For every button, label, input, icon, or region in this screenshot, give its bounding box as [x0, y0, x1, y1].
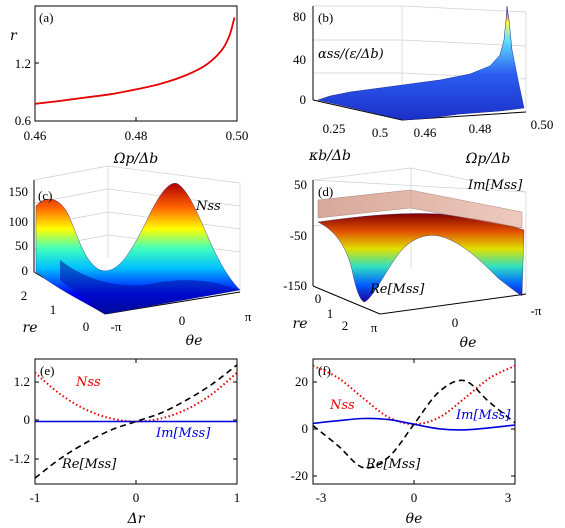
- panel-c-ytick-2: 2: [21, 288, 28, 303]
- panel-b-label: (b): [318, 10, 333, 25]
- panel-e-xtick-1: 0: [133, 490, 140, 505]
- panel-a-ytick-1: 1.2: [15, 56, 31, 71]
- panel-a-ytick-0: 0.6: [15, 113, 32, 128]
- panel-d-ytick-1: 1: [327, 306, 334, 321]
- panel-b-xlabel: κb/Δb: [308, 148, 351, 164]
- panel-f-xtick-0: -3: [316, 490, 327, 505]
- panel-e-line-nss: [34, 371, 238, 423]
- panel-d-annotation-re: Re[Mss]: [369, 282, 425, 297]
- panel-e-xtick-0: -1: [30, 490, 41, 505]
- panel-d-xtick-0: π: [371, 320, 378, 335]
- panel-b-zlabel: αss/(ε/Δb): [318, 47, 384, 62]
- panel-c-xtick-0: -π: [111, 319, 122, 334]
- panel-c-surface-shadow: [60, 260, 238, 314]
- panel-e-label-nss: Nss: [75, 375, 101, 390]
- panel-b-ylabel: Ωp/Δb: [465, 151, 510, 167]
- panel-d-xtick-1: 0: [452, 315, 459, 330]
- panel-e-xtick-2: 1: [234, 490, 241, 505]
- panel-e-xlabel: Δr: [127, 511, 146, 527]
- panel-b-surface: [317, 5, 525, 121]
- panel-b-ztick-1: 40: [293, 52, 306, 67]
- panel-b-ztick-2: 80: [293, 9, 306, 24]
- panel-c-xtick-1: 0: [179, 313, 186, 328]
- panel-f-ytick-0: 20: [295, 374, 308, 389]
- panel-a-xtick-0: 0.46: [24, 128, 47, 143]
- panel-b-ytick-2: 0.50: [531, 117, 554, 132]
- panel-b-ztick-0: 0: [300, 92, 307, 107]
- panel-d-ztick-0: 50: [294, 177, 307, 192]
- panel-f-ytick-2: -20: [291, 468, 308, 483]
- panel-f-ytick-1: 0: [302, 421, 309, 436]
- panel-c-ylabel: re: [23, 320, 38, 336]
- panel-d-ztick-2: -150: [283, 278, 307, 293]
- panel-f-label-im: Im[Mss]: [455, 408, 511, 423]
- panel-c-ztick-2: 100: [9, 214, 29, 229]
- panel-e-label: (e): [40, 363, 54, 378]
- panel-b-ytick-1: 0.48: [469, 121, 492, 136]
- panel-b: (b) αss/(ε/Δb) 0 40 80 0.25 0.5 κb/Δb 0.…: [293, 5, 554, 167]
- panel-e-label-re: Re[Mss]: [61, 457, 117, 472]
- panel-e-ytick-2: -1.2: [9, 451, 30, 466]
- panel-d-ytick-2: 2: [342, 318, 349, 333]
- panel-d-ylabel: re: [293, 316, 308, 332]
- panel-f-label-re: Re[Mss]: [365, 457, 421, 472]
- panel-b-ytick-0: 0.46: [414, 125, 437, 140]
- panel-c-ytick-0: 0: [83, 319, 90, 334]
- panel-a-line-r: [34, 17, 236, 105]
- panel-e-ytick-0: 1.2: [14, 374, 30, 389]
- panel-d-xtick-2: -π: [531, 303, 542, 318]
- panel-f-line-re: [312, 379, 516, 469]
- panel-d-xlabel: θe: [460, 335, 477, 351]
- panel-f-xtick-2: 3: [505, 490, 512, 505]
- panel-e-line-re: [34, 364, 238, 479]
- panel-a-xlabel: Ωp/Δb: [113, 151, 158, 167]
- panel-c-ytick-1: 1: [50, 302, 57, 317]
- panel-a-xtick-1: 0.48: [125, 128, 148, 143]
- panel-e-ytick-1: 0: [24, 412, 31, 427]
- panel-a-xtick-2: 0.50: [226, 128, 249, 143]
- panel-a-ylabel: r: [10, 28, 18, 44]
- panel-d-re-surface: [317, 213, 525, 303]
- panel-d-ytick-0: 0: [315, 291, 322, 306]
- panel-c-label: (c): [38, 188, 52, 203]
- panel-d: (d) Im[Mss] Re[Mss] 50 -50 -150 0 1 2 re…: [283, 167, 542, 351]
- panel-d-ztick-1: -50: [290, 228, 307, 243]
- panel-a: (a) 1.2 0.6 r 0.46 0.48 0.50 Ωp/Δb: [10, 5, 249, 167]
- panel-e: (e) 1.2 0 -1.2 -1 0 1 Δr Nss Im[Mss] Re[…: [9, 358, 241, 527]
- panel-c-annotation: Nss: [195, 199, 221, 214]
- panel-e-series: [34, 364, 238, 479]
- panel-a-label: (a): [39, 10, 53, 25]
- panel-f-xlabel: θe: [406, 511, 423, 527]
- panel-c-xlabel: θe: [186, 333, 203, 349]
- panel-f-line-nss: [312, 364, 516, 426]
- panel-b-xtick-0: 0.25: [323, 121, 346, 136]
- panel-d-im-surface: [317, 189, 523, 229]
- panel-d-label: (d): [318, 184, 333, 199]
- panel-c-ztick-0: 0: [22, 263, 29, 278]
- panel-b-xtick-1: 0.5: [372, 125, 388, 140]
- panel-c-xtick-2: π: [245, 309, 252, 324]
- panel-c-ztick-1: 50: [15, 238, 28, 253]
- panel-f-label-nss: Nss: [329, 398, 355, 413]
- panel-c: (c) Nss 0 50 100 150 2 1 0 re -π 0 π θe: [9, 165, 252, 349]
- panel-d-annotation-im: Im[Mss]: [467, 178, 523, 193]
- panel-c-ztick-3: 150: [9, 184, 29, 199]
- panel-f-series: [312, 364, 516, 469]
- panel-f: (f) 20 0 -20 -3 0 3 θe Nss Im[Mss] Re[Ms…: [291, 358, 516, 527]
- panel-e-label-im: Im[Mss]: [155, 426, 211, 441]
- panel-f-xtick-1: 0: [411, 490, 418, 505]
